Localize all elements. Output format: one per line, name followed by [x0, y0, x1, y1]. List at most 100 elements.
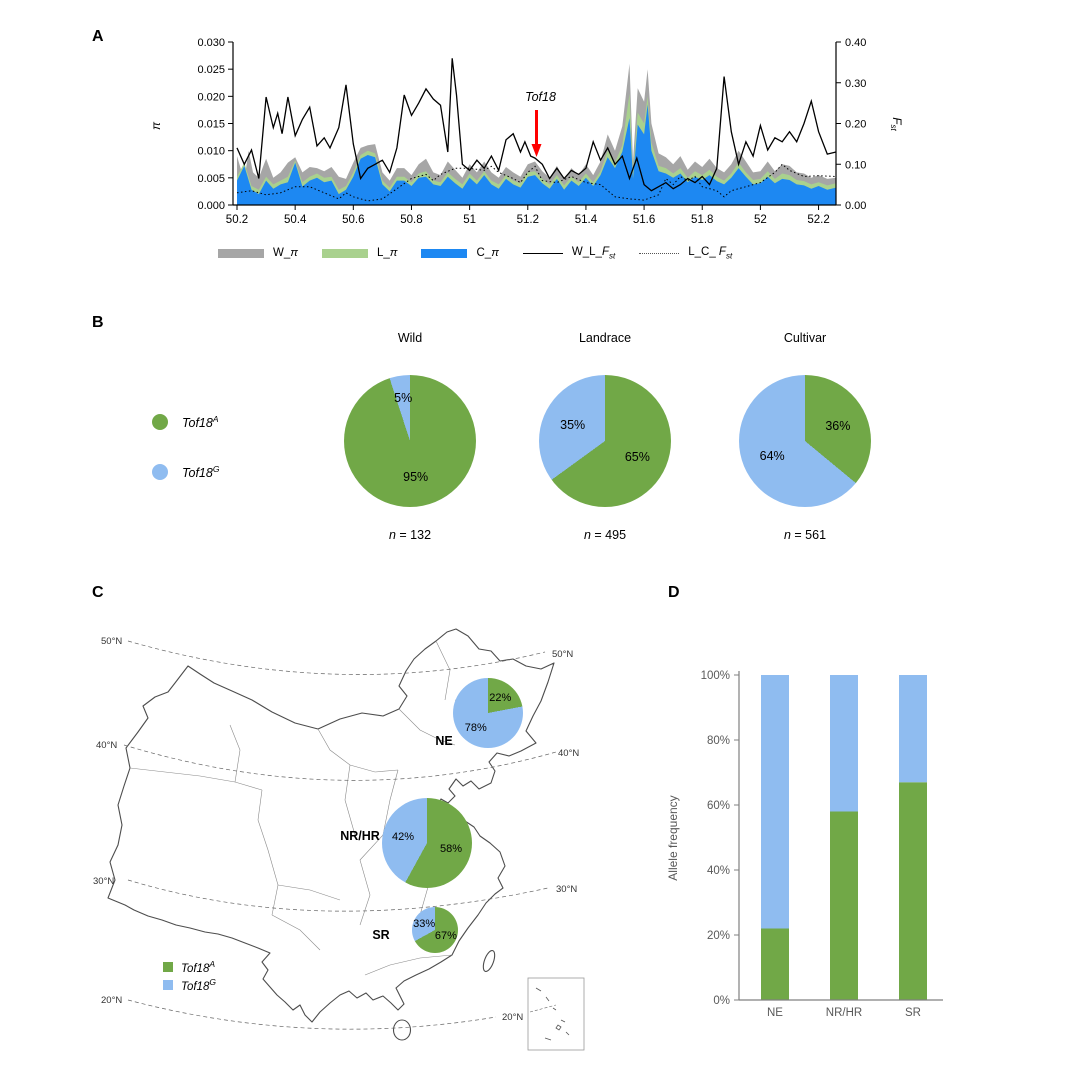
- tof18-annotation-label: Tof18: [525, 90, 556, 104]
- lat-label-30n-left: 30°N: [93, 876, 114, 887]
- c-pi-area-swatch: [421, 248, 468, 258]
- left-axis-title-pi: π: [149, 121, 163, 130]
- bar-segment-tof18a-1: [830, 811, 858, 1000]
- x-tick-label: 50.6: [342, 214, 364, 226]
- panel-a-diversity-fst-chart: 0.000 0.005 0.010 0.015 0.020 0.025 0.030 0.00 0…: [149, 37, 904, 226]
- series-area-L_pi: [237, 93, 836, 205]
- pie-title-cultivar: Cultivar: [783, 331, 827, 345]
- pie-landrace: 65% 35%: [539, 375, 671, 507]
- pie-region-ne: 22% 78%: [453, 678, 523, 748]
- solid-line-swatch: [522, 252, 563, 254]
- tof18g-color-dot: [152, 464, 168, 481]
- sample-size-landrace: n = 495: [583, 528, 627, 542]
- tof18a-square: [163, 961, 173, 972]
- dotted-line-swatch: [639, 252, 680, 254]
- series-area-C_pi: [237, 104, 836, 205]
- y-tick-label: 80%: [707, 735, 730, 747]
- pie-slice-label: 78%: [464, 721, 487, 734]
- panel-d-allele-frequency-chart: NE NR/HR SR 0% 20% 40% 60% 80% 100% Allele freque…: [666, 670, 943, 1019]
- bar-segment-tof18g-2: [899, 675, 927, 783]
- l-pi-area-swatch: [321, 248, 368, 258]
- hainan-island: [392, 1019, 412, 1041]
- pie-slice-label: 67%: [434, 930, 457, 943]
- y-tick-label: 40%: [707, 865, 730, 877]
- left-tick-label: 0.000: [197, 200, 225, 212]
- y-tick-label: 0%: [713, 995, 730, 1007]
- legend-item-c-pi: C_π: [421, 247, 499, 259]
- pie-slice-label: 35%: [560, 417, 586, 432]
- pie-wild: 95% 5%: [344, 375, 476, 507]
- w-pi-area-swatch: [218, 248, 264, 258]
- lat-label-40n-right: 40°N: [558, 748, 579, 759]
- sample-size-wild: n = 132: [388, 528, 432, 542]
- pie-region-sr: 67% 33%: [412, 907, 458, 953]
- legend-item-l-pi: L_π: [321, 247, 397, 259]
- region-label-sr: SR: [372, 928, 390, 942]
- x-tick-label: 51.6: [633, 214, 655, 226]
- bar-segment-tof18a-0: [761, 928, 789, 1000]
- pie-region-nrhr: 58% 42%: [382, 798, 472, 888]
- china-outline: [107, 628, 555, 1023]
- x-tick-label: 50.2: [226, 214, 248, 226]
- x-tick-label: 52: [754, 214, 767, 226]
- bar-segment-tof18a-2: [899, 782, 927, 1000]
- x-category-label: NE: [767, 1007, 783, 1019]
- pie-slice-label: 64%: [759, 449, 785, 464]
- pie-slice-label: 65%: [624, 450, 650, 465]
- y-tick-label: 100%: [701, 670, 730, 682]
- x-category-label: NR/HR: [826, 1007, 862, 1019]
- right-tick-label: 0.00: [845, 200, 866, 212]
- panel-label-a: A: [92, 28, 104, 45]
- lat-label-40n-left: 40°N: [96, 740, 117, 751]
- left-tick-label: 0.005: [197, 173, 225, 185]
- pie-cultivar: 36% 64%: [739, 375, 871, 507]
- china-map: 50°N 50°N 40°N 40°N 30°N 30°N 20°N 20°N: [93, 628, 585, 1051]
- right-tick-label: 0.20: [845, 119, 866, 131]
- left-tick-label: 0.015: [197, 119, 225, 131]
- right-tick-label: 0.30: [845, 78, 866, 90]
- panel-label-c: C: [92, 584, 104, 601]
- tof18-arrow-head: [531, 144, 542, 157]
- lat-label-50n-left: 50°N: [101, 636, 122, 647]
- left-tick-label: 0.025: [197, 64, 225, 76]
- tof18g-square: [163, 979, 173, 990]
- pie-slice-label: 42%: [392, 830, 415, 843]
- x-tick-label: 50.8: [400, 214, 422, 226]
- map-legend-tof18g: Tof18G: [163, 977, 216, 993]
- lat-label-50n-right: 50°N: [552, 649, 573, 660]
- bar-segment-tof18g-1: [830, 675, 858, 812]
- legend-item-lc-fst: L_C_ Fst: [639, 246, 732, 260]
- series-line-W_L_Fst: [236, 58, 837, 192]
- x-tick-label: 50.4: [284, 214, 307, 226]
- y-tick-label: 20%: [707, 930, 730, 942]
- taiwan-island: [482, 949, 496, 973]
- x-tick-label: 51.8: [691, 214, 713, 226]
- x-tick-label: 51: [463, 214, 476, 226]
- right-axis-title-fst: Fst: [889, 117, 904, 131]
- right-tick-label: 0.40: [845, 37, 866, 49]
- left-tick-label: 0.030: [197, 37, 225, 49]
- right-tick-label: 0.10: [845, 159, 866, 171]
- latitude-lines: [123, 640, 557, 1030]
- legend-item-wl-fst: W_L_Fst: [522, 246, 615, 260]
- left-tick-label: 0.010: [197, 146, 225, 158]
- legend-item-tof18g: Tof18G: [152, 464, 219, 480]
- lat-label-20n-right: 20°N: [502, 1012, 523, 1023]
- series-area-W_pi: [237, 63, 836, 206]
- lat-label-30n-right: 30°N: [556, 884, 577, 895]
- pie-title-landrace: Landrace: [578, 331, 632, 345]
- panel-label-b: B: [92, 314, 104, 331]
- pie-slice-label: 95%: [403, 469, 429, 484]
- series-line-L_C_Fst: [236, 163, 837, 202]
- y-tick-label: 60%: [707, 800, 730, 812]
- bar-segment-tof18g-0: [761, 675, 789, 929]
- pie-slice-label: 22%: [489, 692, 512, 705]
- pie-slice-label: 33%: [413, 917, 436, 930]
- lat-label-20n-left: 20°N: [101, 995, 122, 1006]
- sample-size-cultivar: n = 561: [783, 528, 827, 542]
- legend-item-w-pi: W_π: [218, 247, 298, 259]
- x-tick-label: 51.4: [575, 214, 598, 226]
- pie-slice-label: 58%: [439, 843, 462, 856]
- x-category-label: SR: [905, 1007, 921, 1019]
- pie-title-wild: Wild: [397, 331, 423, 345]
